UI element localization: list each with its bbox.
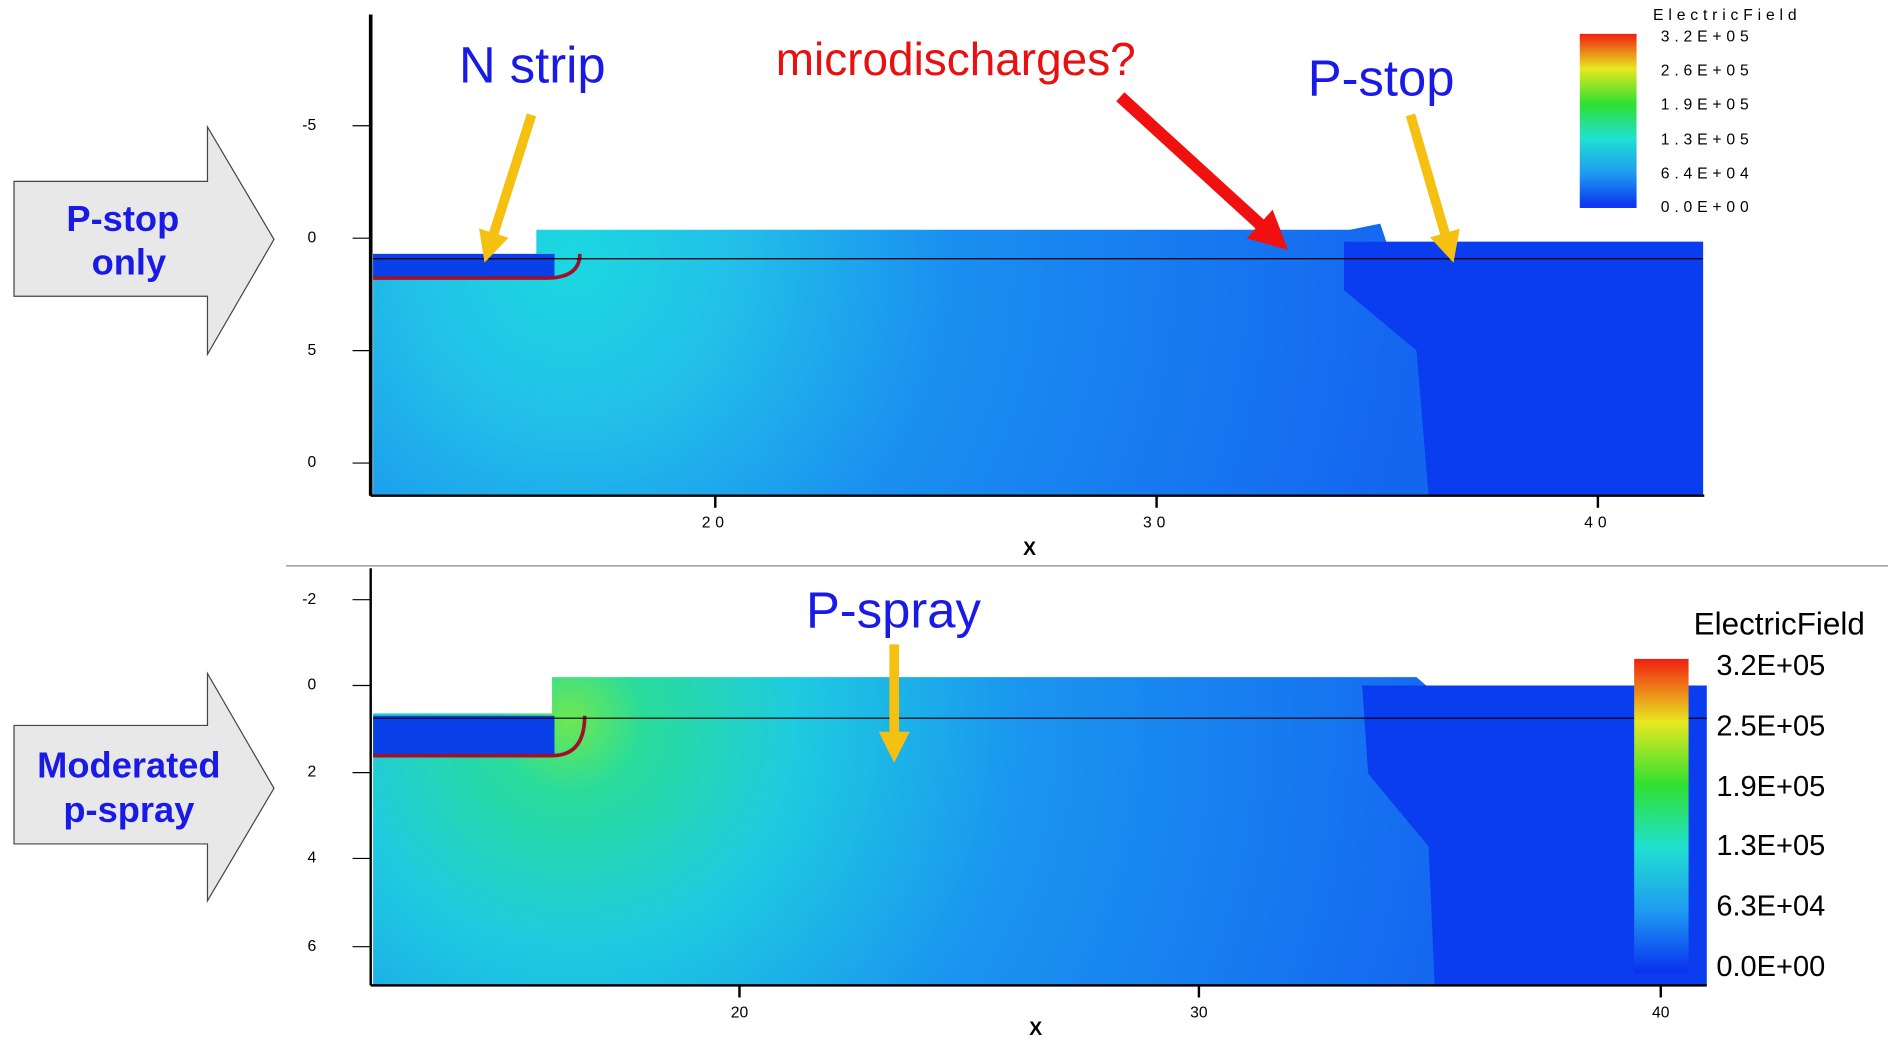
colorbar xyxy=(1579,33,1637,208)
bottom-panel: Moderated p-spray P-spray ElectricField … xyxy=(13,568,1865,1040)
x-axis-label: X xyxy=(1029,1018,1042,1040)
y-tick-label: 0 xyxy=(308,677,317,694)
x-tick-label: 40 xyxy=(1584,515,1611,532)
x-axis-label: X xyxy=(1023,538,1036,560)
y-tick-label: 6 xyxy=(308,938,317,955)
y-tick-label: -5 xyxy=(302,117,316,134)
block-arrow xyxy=(13,671,275,903)
y-tick-label: 2 xyxy=(308,764,317,781)
side-label: Moderated xyxy=(37,744,220,785)
x-tick-label: 30 xyxy=(1190,1004,1208,1021)
legend-label: 1.9E+05 xyxy=(1661,96,1754,113)
x-tick-label: 40 xyxy=(1652,1004,1670,1021)
pointer-arrow xyxy=(1116,92,1289,251)
y-tick-label: -2 xyxy=(302,591,316,608)
y-tick-label: 0 xyxy=(308,229,317,246)
n-strip xyxy=(373,253,555,279)
legend-label: 1.3E+05 xyxy=(1661,131,1754,148)
junction xyxy=(373,715,587,758)
n-strip xyxy=(373,715,555,755)
y-tick-label: 0 xyxy=(308,454,317,471)
legend-label: 2.5E+05 xyxy=(1716,711,1825,743)
pstop-region xyxy=(1343,241,1704,496)
legend-label: 0.0E+00 xyxy=(1716,951,1825,983)
legend-label: 6.4E+04 xyxy=(1661,165,1754,182)
top-panel: P-stop only N strip microdischarges? P-s… xyxy=(13,7,1801,560)
legend-label: 6.3E+04 xyxy=(1716,891,1825,923)
legend-label: 2.6E+05 xyxy=(1661,62,1754,79)
annotation: N strip xyxy=(459,36,606,93)
pointer-arrow xyxy=(1405,113,1460,263)
y-tick-label: 4 xyxy=(308,850,317,867)
annotation: P-stop xyxy=(1308,50,1455,107)
pspray-region xyxy=(1362,685,1707,986)
colorbar xyxy=(1634,658,1689,974)
x-tick-label: 30 xyxy=(1143,515,1170,532)
annotation: microdischarges? xyxy=(776,33,1136,85)
side-label: p-spray xyxy=(63,789,194,830)
x-tick-label: 20 xyxy=(702,515,729,532)
legend-title: ElectricField xyxy=(1694,607,1865,642)
legend-label: 0.0E+00 xyxy=(1661,199,1754,216)
side-label: P-stop xyxy=(66,198,179,239)
pointer-arrow xyxy=(479,113,537,263)
legend-title: ElectricField xyxy=(1653,7,1801,24)
legend-label: 1.9E+05 xyxy=(1716,771,1825,803)
x-tick-label: 20 xyxy=(731,1004,749,1021)
legend-label: 1.3E+05 xyxy=(1716,830,1825,862)
legend-label: 3.2E+05 xyxy=(1716,650,1825,682)
annotation: P-spray xyxy=(806,582,982,639)
block-arrow xyxy=(13,124,275,357)
y-tick-label: 5 xyxy=(308,342,317,359)
legend-label: 3.2E+05 xyxy=(1661,29,1754,46)
side-label: only xyxy=(92,241,167,282)
